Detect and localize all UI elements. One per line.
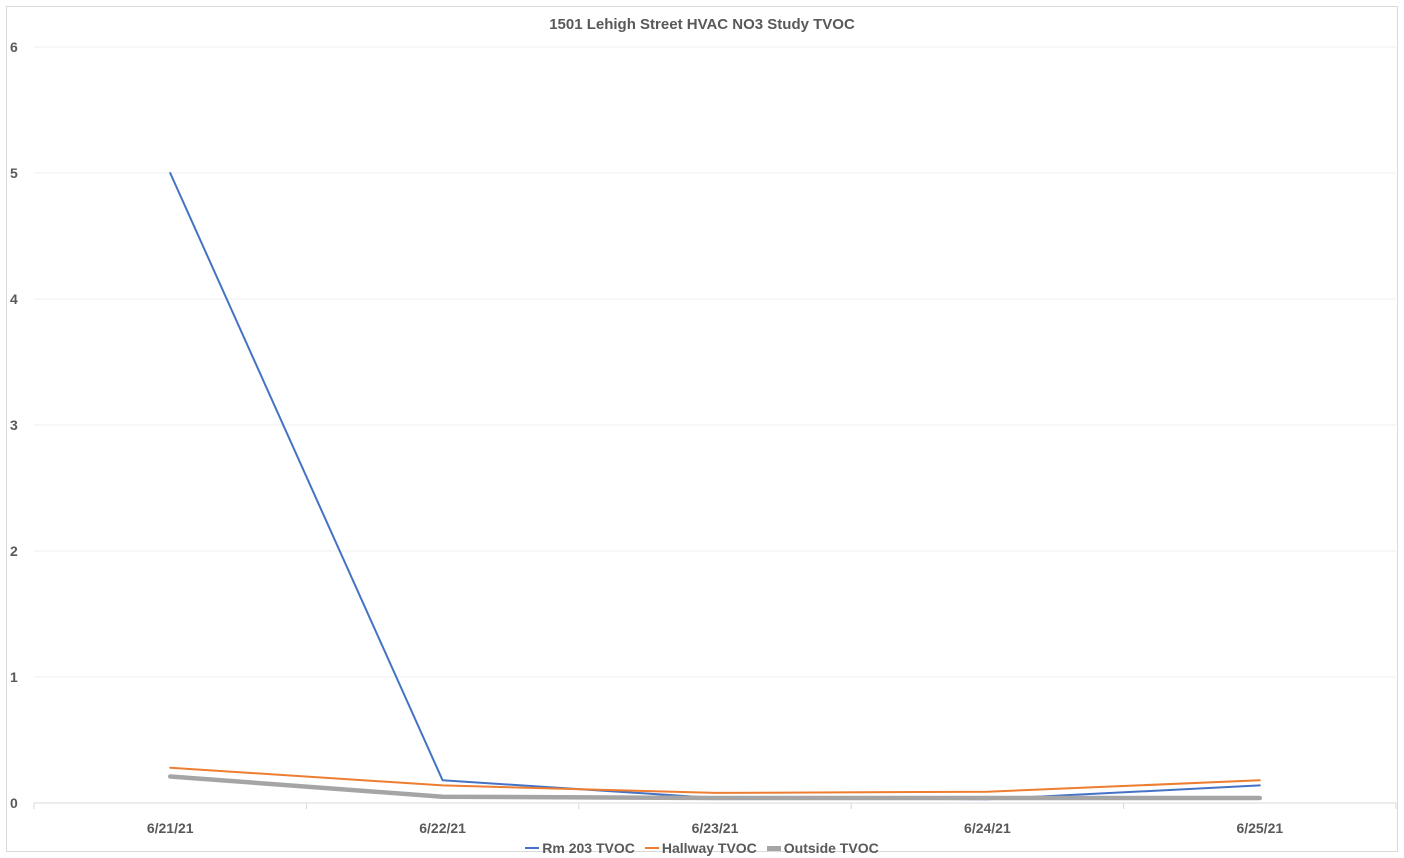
legend-swatch xyxy=(525,847,540,849)
series-line-hallway-tvoc xyxy=(169,766,1261,794)
legend-item: Hallway TVOC xyxy=(644,840,757,856)
y-tick-label: 6 xyxy=(10,39,18,55)
legend-item: Outside TVOC xyxy=(766,840,879,856)
x-tick-label: 6/21/21 xyxy=(147,820,194,836)
y-tick-label: 0 xyxy=(10,795,18,811)
y-tick-label: 1 xyxy=(10,669,18,685)
legend-label: Outside TVOC xyxy=(783,840,879,856)
x-tick-label: 6/22/21 xyxy=(419,820,466,836)
legend-label: Hallway TVOC xyxy=(661,840,757,856)
y-tick-label: 2 xyxy=(10,543,18,559)
x-tick-label: 6/24/21 xyxy=(964,820,1011,836)
x-tick-label: 6/23/21 xyxy=(692,820,739,836)
legend-swatch xyxy=(644,847,659,849)
series-line-outside-tvoc xyxy=(167,774,1263,801)
x-tick-label: 6/25/21 xyxy=(1236,820,1283,836)
legend-swatch xyxy=(766,845,781,851)
legend-item: Rm 203 TVOC xyxy=(525,840,635,856)
y-tick-label: 3 xyxy=(10,417,18,433)
y-tick-label: 4 xyxy=(10,291,18,307)
chart-legend: Rm 203 TVOC Hallway TVOC Outside TVOC xyxy=(0,840,1404,856)
legend-label: Rm 203 TVOC xyxy=(542,840,635,856)
y-tick-label: 5 xyxy=(10,165,18,181)
chart-frame xyxy=(6,6,1398,852)
series-line-rm-203-tvoc xyxy=(169,172,1261,801)
chart-title: 1501 Lehigh Street HVAC NO3 Study TVOC xyxy=(549,16,855,33)
